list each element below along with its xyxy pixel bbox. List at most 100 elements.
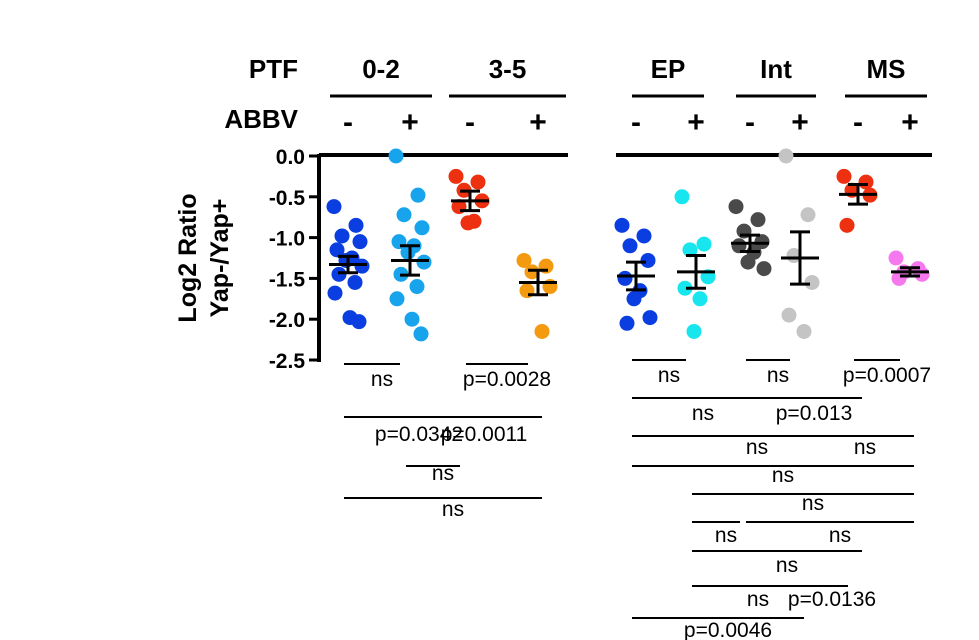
abbv-sign: + <box>401 106 419 139</box>
data-point <box>778 148 794 164</box>
data-point <box>686 323 702 339</box>
data-point <box>460 215 476 231</box>
abbv-sign: + <box>529 106 547 139</box>
group-label: EP <box>651 54 686 84</box>
data-point <box>388 148 404 164</box>
bracket-label: p=0.013 <box>776 402 853 425</box>
data-point <box>750 212 766 228</box>
data-point <box>642 310 658 326</box>
bracket-label: p=0.0028 <box>463 368 551 391</box>
y-tick-label: -1.0 <box>269 228 305 251</box>
abbv-sign: - <box>343 106 353 139</box>
data-point <box>740 254 756 270</box>
data-point <box>804 274 820 290</box>
bracket-label: ns <box>802 492 824 515</box>
y-axis-label: Log2 Ratio Yap-/Yap+ <box>174 193 234 322</box>
data-point <box>692 291 708 307</box>
data-point <box>400 244 416 260</box>
data-point <box>677 280 693 296</box>
data-point <box>409 279 425 295</box>
data-point <box>327 285 343 301</box>
data-point <box>448 168 464 184</box>
y-tick-label: -2.0 <box>269 309 305 332</box>
data-point <box>354 258 370 274</box>
bracket-label: ns <box>829 524 851 547</box>
y-axis-label-line2: Yap-/Yap+ <box>206 199 234 318</box>
data-point <box>329 242 345 258</box>
group-label: 0-2 <box>362 54 400 84</box>
data-point <box>326 199 342 215</box>
data-point <box>781 307 797 323</box>
bracket-label: ns <box>747 588 769 611</box>
abbv-sign: + <box>901 106 919 139</box>
data-point <box>414 220 430 236</box>
data-point <box>674 189 690 205</box>
y-tick-label: 0.0 <box>276 146 305 169</box>
abbv-sign: - <box>631 106 641 139</box>
data-point <box>696 236 712 252</box>
data-point <box>619 315 635 331</box>
data-point <box>888 250 904 266</box>
data-point <box>416 254 432 270</box>
data-point <box>754 234 770 250</box>
data-point <box>334 228 350 244</box>
group-label: MS <box>867 54 906 84</box>
data-point <box>839 217 855 233</box>
bracket-label: ns <box>432 462 454 485</box>
data-point <box>524 264 540 280</box>
y-axis-label-line1: Log2 Ratio <box>174 193 202 322</box>
data-point <box>728 199 744 215</box>
bracket-label: ns <box>767 364 789 387</box>
bracket-label: ns <box>772 464 794 487</box>
data-point <box>396 207 412 223</box>
data-point <box>796 323 812 339</box>
abbv-sign: - <box>853 106 863 139</box>
bracket-label: ns <box>442 498 464 521</box>
data-point <box>389 291 405 307</box>
data-point <box>640 252 656 268</box>
bracket-label: p=0.0007 <box>843 364 931 387</box>
y-tick-label: -2.5 <box>269 350 306 373</box>
data-point <box>682 242 698 258</box>
bracket-label: p=0.0046 <box>684 619 772 640</box>
group-label: 3-5 <box>489 54 527 84</box>
data-point <box>800 207 816 223</box>
data-point <box>351 314 367 330</box>
data-point <box>516 252 532 268</box>
data-point <box>347 274 363 290</box>
y-tick-label: -1.5 <box>269 268 306 291</box>
bracket-label: ns <box>776 554 798 577</box>
data-point <box>756 261 772 277</box>
data-point <box>836 168 852 184</box>
bracket-label: p=0.0011 <box>441 423 528 446</box>
data-point <box>470 174 486 190</box>
abbv-sign: - <box>745 106 755 139</box>
data-point <box>622 238 638 254</box>
bracket-label: ns <box>658 364 680 387</box>
ptf-row-label: PTF <box>249 54 298 84</box>
abbv-sign: + <box>687 106 705 139</box>
data-point <box>626 291 642 307</box>
bracket-label: ns <box>715 524 737 547</box>
bracket-label: p=0.0342 <box>375 423 463 446</box>
bracket-label: ns <box>692 402 714 425</box>
data-point <box>617 270 633 286</box>
group-label: Int <box>760 54 792 84</box>
data-point <box>858 174 874 190</box>
data-point <box>348 217 364 233</box>
data-point <box>410 187 426 203</box>
y-tick-label: -0.5 <box>269 187 306 210</box>
data-point <box>331 266 347 282</box>
abbv-sign: + <box>791 106 809 139</box>
data-points <box>326 148 930 342</box>
data-point <box>413 326 429 342</box>
data-point <box>636 228 652 244</box>
abbv-sign: - <box>465 106 475 139</box>
data-point <box>534 323 550 339</box>
abbv-row-label: ABBV <box>224 104 298 134</box>
data-point <box>404 311 420 327</box>
y-axis: 0.0 -0.5 -1.0 -1.5 -2.0 -2.5 Log2 Ratio Yap-/Ya… <box>174 146 321 373</box>
